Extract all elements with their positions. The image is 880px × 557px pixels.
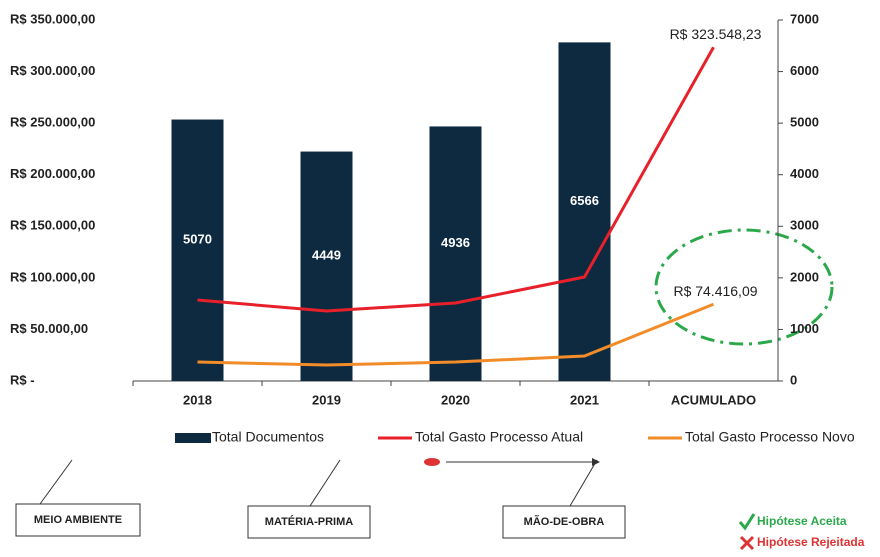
bar <box>171 119 224 381</box>
y-tick-label: R$ 200.000,00 <box>10 166 95 181</box>
box-label: MÃO-DE-OBRA <box>524 515 605 528</box>
y2-tick-label: 3000 <box>790 218 819 233</box>
x-icon <box>739 535 755 551</box>
y2-tick-label: 1000 <box>790 321 819 336</box>
y2-tick-label: 2000 <box>790 269 819 284</box>
y2-tick-label: 4000 <box>790 166 819 181</box>
box-label: MEIO AMBIENTE <box>34 514 122 526</box>
y2-tick-label: 5000 <box>790 115 819 130</box>
box-label: MATÉRIA-PRIMA <box>265 515 353 528</box>
legend-label: Total Gasto Processo Atual <box>415 429 583 445</box>
hypothesis: Hipótese Rejeitada <box>757 535 865 549</box>
data-label: R$ 323.548,23 <box>670 26 762 42</box>
x-tick-label: 2019 <box>312 392 341 407</box>
y-tick-label: R$ 50.000,00 <box>10 321 88 336</box>
y-tick-label: R$ 250.000,00 <box>10 115 95 130</box>
x-tick-label: 2018 <box>183 392 212 407</box>
y-tick-label: R$ 100.000,00 <box>10 269 95 284</box>
legend-label: Total Gasto Processo Novo <box>685 429 855 445</box>
box <box>502 505 626 539</box>
legend-swatch <box>175 433 211 443</box>
data-label: R$ 74.416,09 <box>673 283 757 299</box>
box <box>15 503 141 537</box>
highlight-ellipse <box>654 228 834 346</box>
y-tick-label: R$ 150.000,00 <box>10 218 95 233</box>
arrow-head <box>592 458 600 466</box>
legend-label: Total Documentos <box>212 429 324 445</box>
bar <box>558 42 611 382</box>
line <box>197 46 715 313</box>
box <box>247 505 371 539</box>
bar-label: 5070 <box>183 232 212 247</box>
hypothesis: Hipótese Aceita <box>757 514 847 528</box>
bar-label: 4449 <box>312 248 341 263</box>
line <box>197 302 715 367</box>
connector <box>39 459 73 505</box>
y-tick-label: R$ 350.000,00 <box>10 11 95 26</box>
y2-tick-label: 0 <box>790 372 797 387</box>
x-tick-label: 2021 <box>570 392 599 407</box>
check-icon <box>738 513 756 531</box>
y2-tick-label: 7000 <box>790 11 819 26</box>
x-tick-label: 2020 <box>441 392 470 407</box>
bar-label: 6566 <box>570 193 599 208</box>
y-tick-label: R$ 300.000,00 <box>10 63 95 78</box>
y2-tick-label: 6000 <box>790 63 819 78</box>
connector <box>569 459 598 507</box>
icon <box>424 458 440 466</box>
bar-label: 4936 <box>441 235 470 250</box>
connector <box>309 459 341 507</box>
bar <box>300 151 353 381</box>
x-tick-label: ACUMULADO <box>671 392 756 407</box>
y-tick-label: R$ - <box>10 372 35 387</box>
diagram: MEIO AMBIENTE MATÉRIA-PRIMA MÃO-DE-OBRA … <box>15 458 865 551</box>
bar <box>429 126 482 382</box>
